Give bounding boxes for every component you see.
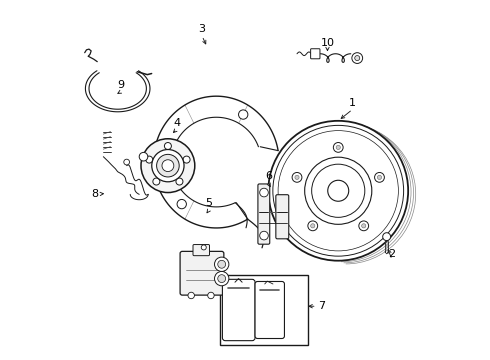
Circle shape xyxy=(215,271,229,286)
Circle shape xyxy=(269,121,408,261)
Circle shape xyxy=(146,156,153,163)
FancyBboxPatch shape xyxy=(222,279,255,341)
Text: 2: 2 xyxy=(389,248,395,258)
FancyBboxPatch shape xyxy=(255,282,285,338)
FancyBboxPatch shape xyxy=(276,195,289,239)
Circle shape xyxy=(183,156,190,163)
Circle shape xyxy=(260,188,269,197)
Circle shape xyxy=(162,160,174,172)
Circle shape xyxy=(308,221,318,231)
Circle shape xyxy=(355,55,360,60)
Circle shape xyxy=(201,245,206,250)
Circle shape xyxy=(359,221,368,231)
Circle shape xyxy=(352,53,363,63)
Bar xyxy=(220,275,308,345)
Circle shape xyxy=(292,172,302,182)
Circle shape xyxy=(312,164,365,217)
Circle shape xyxy=(278,131,398,251)
Circle shape xyxy=(176,178,183,185)
Circle shape xyxy=(374,172,384,182)
Circle shape xyxy=(383,233,391,240)
Circle shape xyxy=(208,292,214,299)
Circle shape xyxy=(177,199,186,209)
Text: 5: 5 xyxy=(206,198,213,208)
Circle shape xyxy=(141,139,195,193)
Circle shape xyxy=(362,224,366,228)
Circle shape xyxy=(218,275,225,283)
Circle shape xyxy=(239,110,248,119)
FancyBboxPatch shape xyxy=(258,184,270,244)
Circle shape xyxy=(377,175,382,179)
Text: 8: 8 xyxy=(92,189,98,199)
Circle shape xyxy=(273,125,404,256)
Circle shape xyxy=(157,154,179,177)
Circle shape xyxy=(152,149,184,182)
Circle shape xyxy=(333,143,343,152)
Circle shape xyxy=(305,157,372,224)
Text: 1: 1 xyxy=(349,98,356,108)
Circle shape xyxy=(328,180,349,201)
Circle shape xyxy=(260,231,269,240)
Circle shape xyxy=(153,178,160,185)
FancyBboxPatch shape xyxy=(180,251,224,295)
Circle shape xyxy=(124,159,129,165)
FancyBboxPatch shape xyxy=(193,244,210,256)
Circle shape xyxy=(311,224,315,228)
Circle shape xyxy=(336,145,341,149)
Text: 3: 3 xyxy=(198,24,205,35)
Text: 6: 6 xyxy=(265,171,272,181)
Circle shape xyxy=(188,292,195,299)
Circle shape xyxy=(218,260,225,268)
Circle shape xyxy=(139,152,148,161)
Text: 10: 10 xyxy=(320,38,335,48)
Text: 4: 4 xyxy=(173,118,180,128)
Circle shape xyxy=(295,175,299,179)
Text: 9: 9 xyxy=(118,80,125,90)
Circle shape xyxy=(215,257,229,271)
Text: 7: 7 xyxy=(318,301,326,311)
FancyBboxPatch shape xyxy=(311,49,320,59)
Circle shape xyxy=(165,143,172,149)
